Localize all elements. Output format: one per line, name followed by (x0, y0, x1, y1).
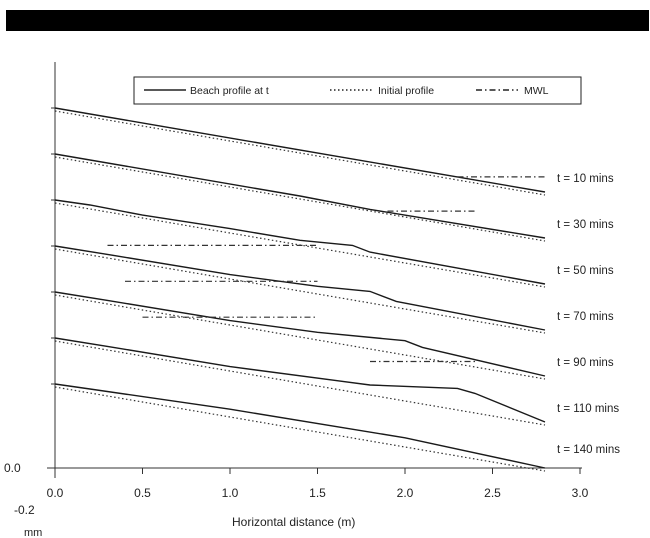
axes-group (47, 62, 582, 478)
legend-label-beach: Beach profile at t (190, 85, 269, 97)
beach-profile-line (54, 383, 546, 469)
legend-label-mwl: MWL (524, 85, 549, 97)
x-tick-label: 1.5 (309, 486, 326, 500)
initial-profile-line (54, 294, 546, 380)
x-tick-label: 0.0 (47, 486, 64, 500)
x-tick-label: 2.5 (484, 486, 501, 500)
beach-profile-line (54, 107, 546, 193)
beach-profile-line (54, 153, 546, 239)
beach-profile-line (54, 199, 546, 285)
initial-profile-line (54, 110, 546, 196)
profile-time-label: t = 90 mins (557, 357, 614, 369)
top-banner-bar (6, 10, 649, 31)
beach-profile-line (54, 337, 546, 423)
y-annotation-unit: mm (24, 527, 42, 538)
x-axis-title: Horizontal distance (m) (232, 515, 355, 529)
axis-ticks-group: 0.0 0.5 1.0 1.5 2.0 2.5 3.0 (47, 107, 589, 500)
initial-profile-line (54, 156, 546, 242)
initial-profile-line (54, 248, 546, 334)
x-tick-label: 1.0 (222, 486, 239, 500)
profile-time-label: t = 10 mins (557, 173, 614, 185)
legend-label-initial: Initial profile (378, 85, 434, 97)
legend: Beach profile at t Initial profile MWL (133, 76, 582, 105)
initial-profile-line (54, 386, 546, 472)
x-tick-label: 0.5 (134, 486, 151, 500)
profile-time-label: t = 30 mins (557, 219, 614, 231)
profile-time-label: t = 70 mins (557, 311, 614, 323)
profile-time-label: t = 140 mins (557, 444, 620, 456)
y-tick-label-zero: 0.0 (4, 461, 21, 475)
beach-profile-line (54, 245, 546, 331)
profiles-group (54, 107, 546, 472)
profile-time-label: t = 50 mins (557, 265, 614, 277)
x-tick-label: 2.0 (397, 486, 414, 500)
initial-profile-line (54, 340, 546, 426)
x-tick-label: 3.0 (572, 486, 589, 500)
profile-labels-group: t = 10 mins t = 30 mins t = 50 mins t = 70 … (557, 173, 620, 456)
beach-profile-line (54, 291, 546, 377)
y-annotation-value: -0.2 (14, 503, 35, 517)
profile-time-label: t = 110 mins (557, 403, 619, 415)
